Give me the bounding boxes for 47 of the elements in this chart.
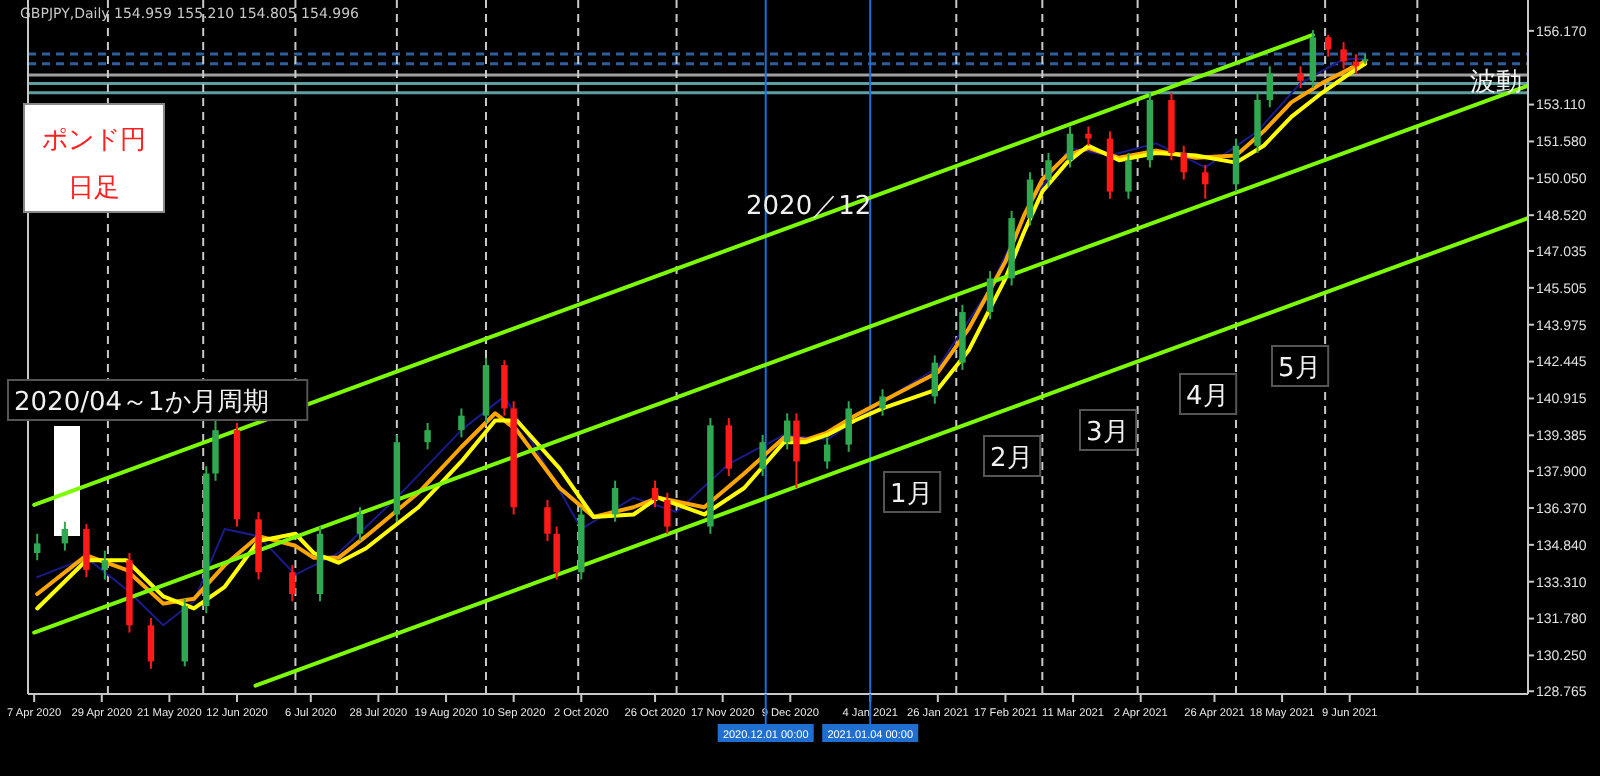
candlestick [1324,33,1332,58]
annotation: 2020/04～1か月周期 [14,388,269,418]
candlestick [1352,53,1360,75]
candlestick [356,506,364,542]
candlestick [879,388,886,417]
candlestick [783,412,791,451]
candlestick [147,617,155,670]
candlestick [1309,29,1317,89]
candlestick [61,520,69,552]
annotation: ポンド円 [42,126,146,156]
candlestick [986,270,994,321]
candlestick [611,479,619,523]
candlestick [212,419,219,482]
annotation: 4月 [1186,382,1229,412]
candlestick [1066,125,1074,169]
candlestick [1266,65,1274,109]
annotation: 5月 [1278,354,1321,384]
candlestick [83,523,90,579]
candlestick [793,412,800,489]
candlestick [553,525,560,581]
candlestick [759,433,766,477]
annotation: 2月 [990,444,1033,474]
candlestick [1045,152,1052,188]
candlestick [664,491,671,535]
candlestick [845,400,852,453]
candlestick [1340,41,1347,70]
candlestick [1297,65,1304,89]
candlestick [1202,164,1209,200]
annotation: 3月 [1086,418,1129,448]
candlestick [501,359,508,417]
candlestick [544,499,551,542]
candlestick [1026,171,1034,227]
candlestick [1254,91,1261,155]
candlestick [424,421,431,451]
candlestick [33,532,41,562]
candlestick [1125,152,1132,200]
candlestick [1180,144,1187,181]
candlestick [458,407,465,439]
candlestick [1232,137,1240,193]
candlestick [725,417,733,477]
candlestick [101,549,109,581]
candlestick [931,354,938,405]
candlestick [651,479,659,509]
annotation: 1月 [890,480,933,510]
annotation: 日足 [68,174,120,204]
candlestick [1085,125,1092,147]
candlestick [289,564,296,603]
